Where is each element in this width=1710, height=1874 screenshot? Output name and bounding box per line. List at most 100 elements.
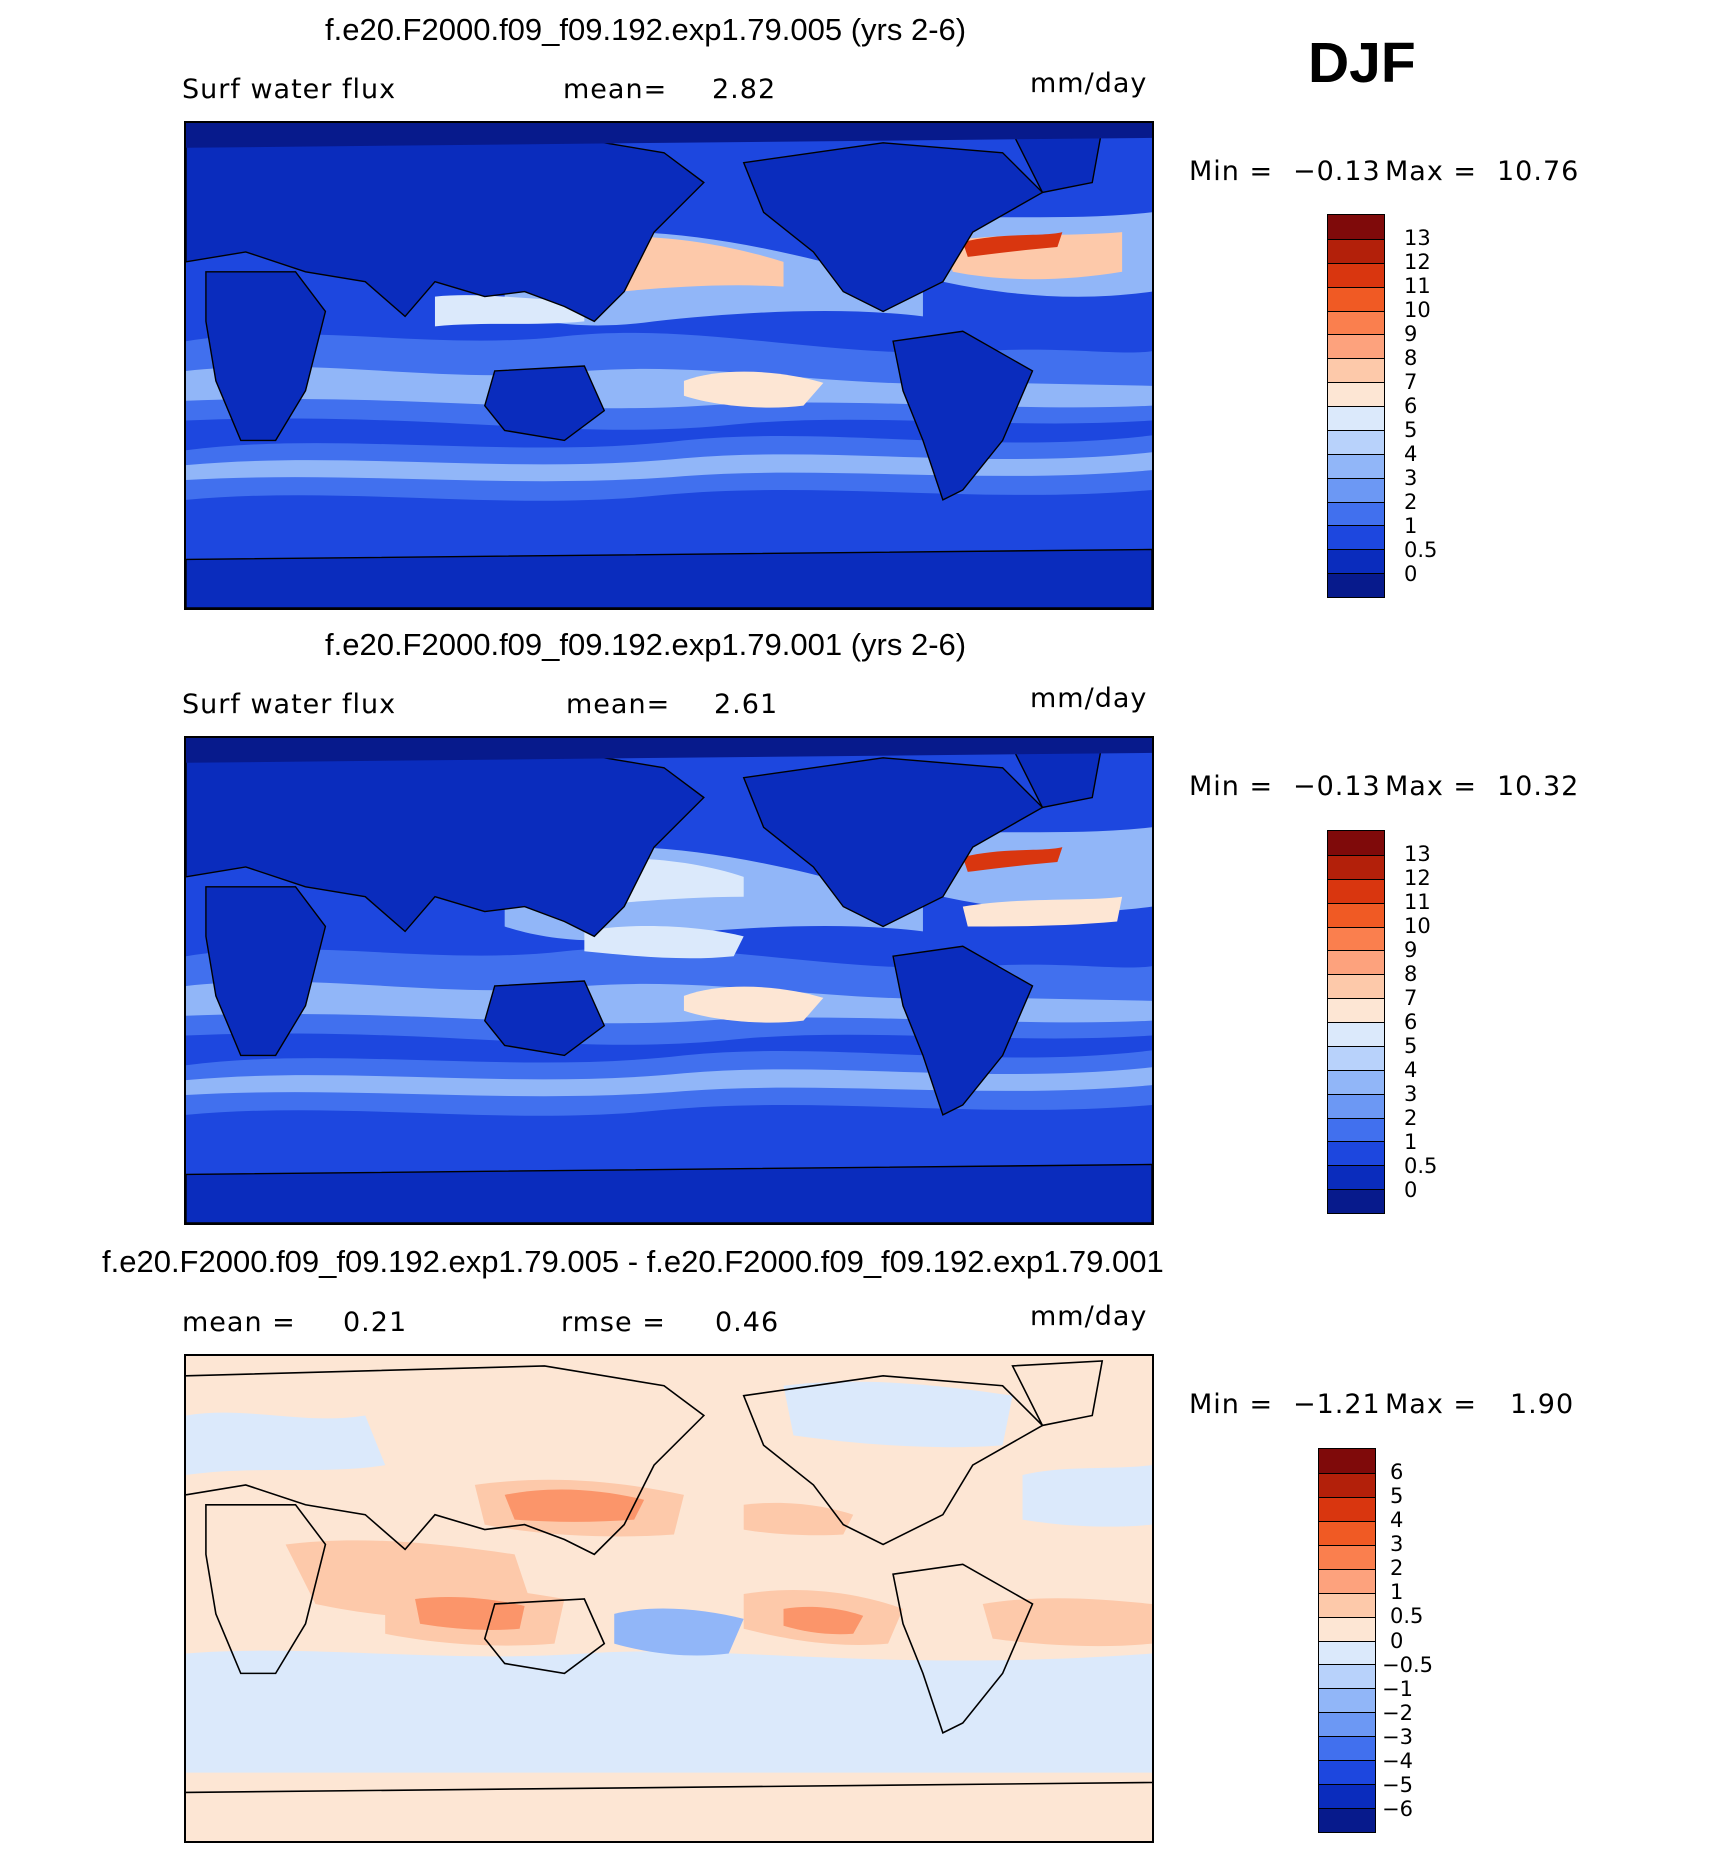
colorbar-segment: [1328, 998, 1384, 1022]
panel2-map: [184, 736, 1154, 1225]
colorbar-segment: [1328, 950, 1384, 975]
colorbar-tick-label: 9: [1404, 938, 1418, 962]
colorbar-segment: [1319, 1808, 1375, 1832]
colorbar-segment: [1328, 1165, 1384, 1190]
colorbar-tick-label: 0.5: [1390, 1604, 1424, 1629]
colorbar-tick-label: 0: [1404, 562, 1418, 586]
colorbar-segment: [1328, 878, 1384, 903]
colorbar-segment: [1319, 1712, 1375, 1737]
colorbar-tick-label: −2: [1382, 1700, 1413, 1725]
panel1-colorbar-labels: 13 12 11 10 9 8 7 6 5 4 3 2 1 0.5 0: [1404, 214, 1464, 598]
colorbar-segment: [1328, 1189, 1384, 1213]
colorbar-tick-label: −6: [1382, 1796, 1413, 1821]
panel2-colorbar: [1327, 830, 1385, 1214]
panel3-map: [184, 1354, 1154, 1843]
colorbar-segment: [1328, 549, 1384, 574]
colorbar-segment: [1319, 1520, 1375, 1545]
panel3-units: mm/day: [1030, 1301, 1148, 1332]
colorbar-tick-label: 7: [1404, 370, 1418, 394]
colorbar-tick-label: 10: [1404, 914, 1431, 938]
colorbar-segment: [1328, 406, 1384, 430]
colorbar-tick-label: 9: [1404, 322, 1418, 346]
colorbar-segment: [1328, 429, 1384, 454]
colorbar-segment: [1319, 1592, 1375, 1617]
colorbar-segment: [1319, 1568, 1375, 1593]
colorbar-segment: [1319, 1640, 1375, 1665]
colorbar-tick-label: 12: [1404, 866, 1431, 890]
colorbar-tick-label: 2: [1404, 490, 1418, 514]
colorbar-tick-label: 1: [1404, 514, 1418, 538]
colorbar-tick-label: 0.5: [1404, 1154, 1438, 1178]
colorbar-tick-label: 6: [1404, 394, 1418, 418]
panel1-min-label: Min =: [1189, 156, 1274, 187]
colorbar-tick-label: 5: [1404, 418, 1418, 442]
colorbar-tick-label: 0: [1404, 1178, 1418, 1202]
colorbar-tick-label: 3: [1404, 1082, 1418, 1106]
panel1-mean-value: 2.82: [712, 74, 777, 105]
panel2-units: mm/day: [1030, 683, 1148, 714]
colorbar-tick-label: 13: [1404, 842, 1431, 866]
colorbar-tick-label: 8: [1404, 346, 1418, 370]
colorbar-segment: [1319, 1688, 1375, 1713]
panel1-map: [184, 121, 1154, 610]
panel2-min-value: −0.13: [1293, 771, 1381, 802]
panel3-rmse-label: rmse =: [561, 1307, 666, 1338]
colorbar-segment: [1328, 310, 1384, 335]
colorbar-tick-label: 0.5: [1404, 538, 1438, 562]
colorbar-tick-label: 8: [1404, 962, 1418, 986]
colorbar-tick-label: 7: [1404, 986, 1418, 1010]
colorbar-segment: [1319, 1784, 1375, 1809]
colorbar-segment: [1328, 831, 1384, 855]
panel1-title: f.e20.F2000.f09_f09.192.exp1.79.005 (yrs…: [325, 12, 967, 47]
colorbar-segment: [1328, 1069, 1384, 1094]
colorbar-segment: [1328, 854, 1384, 879]
colorbar-segment: [1319, 1449, 1375, 1473]
panel2-max-label: Max =: [1385, 771, 1478, 802]
panel3-colorbar-labels: 6 5 4 3 2 1 0.5 0 −0.5 −1 −2 −3 −4 −5 −6: [1382, 1448, 1460, 1833]
panel1-mean-label: mean=: [563, 74, 668, 105]
panel3-mean-label: mean =: [182, 1307, 296, 1338]
panel2-mean-value: 2.61: [714, 689, 779, 720]
colorbar-tick-label: −3: [1382, 1724, 1413, 1749]
panel2-variable: Surf water flux: [182, 689, 397, 720]
panel1-min-value: −0.13: [1293, 156, 1381, 187]
panel3-colorbar: [1318, 1448, 1376, 1833]
colorbar-segment: [1319, 1472, 1375, 1497]
colorbar-segment: [1319, 1496, 1375, 1521]
colorbar-tick-label: −4: [1382, 1748, 1413, 1773]
colorbar-tick-label: 10: [1404, 298, 1431, 322]
colorbar-segment: [1319, 1544, 1375, 1569]
panel2-title: f.e20.F2000.f09_f09.192.exp1.79.001 (yrs…: [325, 627, 967, 662]
panel1-variable: Surf water flux: [182, 74, 397, 105]
colorbar-tick-label: 0: [1390, 1628, 1404, 1653]
colorbar-tick-label: −1: [1382, 1676, 1413, 1701]
panel3-title: f.e20.F2000.f09_f09.192.exp1.79.005 - f.…: [102, 1244, 1164, 1279]
panel3-min-value: −1.21: [1293, 1389, 1381, 1420]
colorbar-segment: [1328, 477, 1384, 502]
colorbar-segment: [1328, 1045, 1384, 1070]
season-label: DJF: [1308, 31, 1416, 95]
colorbar-tick-label: 5: [1404, 1034, 1418, 1058]
colorbar-tick-label: 1: [1404, 1130, 1418, 1154]
panel3-mean-value: 0.21: [343, 1307, 408, 1338]
colorbar-segment: [1328, 382, 1384, 406]
colorbar-tick-label: 12: [1404, 250, 1431, 274]
colorbar-tick-label: 4: [1404, 442, 1418, 466]
panel3-min-label: Min =: [1189, 1389, 1274, 1420]
colorbar-segment: [1328, 1117, 1384, 1142]
colorbar-segment: [1328, 453, 1384, 478]
colorbar-tick-label: 5: [1390, 1484, 1404, 1509]
colorbar-segment: [1328, 358, 1384, 383]
colorbar-tick-label: 11: [1404, 274, 1431, 298]
colorbar-segment: [1328, 1093, 1384, 1118]
panel3-max-label: Max =: [1385, 1389, 1478, 1420]
colorbar-tick-label: −5: [1382, 1772, 1413, 1797]
colorbar-segment: [1328, 1141, 1384, 1166]
panel2-max-value: 10.32: [1497, 771, 1580, 802]
colorbar-tick-label: 6: [1404, 1010, 1418, 1034]
colorbar-tick-label: 4: [1390, 1508, 1404, 1533]
panel2-min-label: Min =: [1189, 771, 1274, 802]
colorbar-segment: [1319, 1664, 1375, 1689]
colorbar-tick-label: 2: [1404, 1106, 1418, 1130]
colorbar-tick-label: 6: [1390, 1460, 1404, 1485]
